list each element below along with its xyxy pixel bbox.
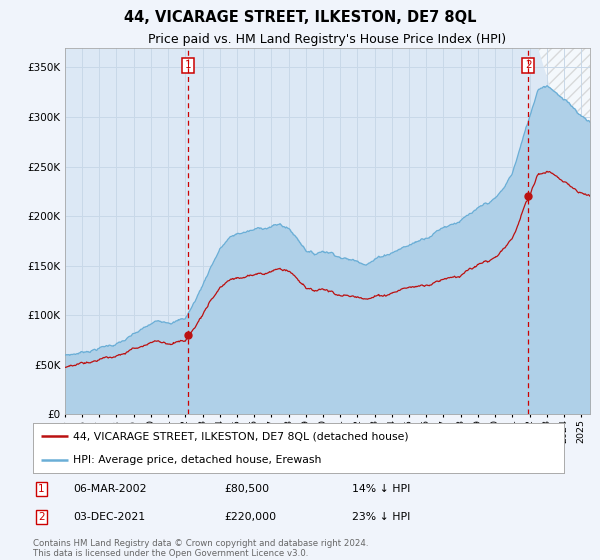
Text: 2: 2 bbox=[38, 512, 45, 522]
Text: £220,000: £220,000 bbox=[224, 512, 276, 522]
Text: 1: 1 bbox=[38, 484, 45, 494]
Text: 44, VICARAGE STREET, ILKESTON, DE7 8QL: 44, VICARAGE STREET, ILKESTON, DE7 8QL bbox=[124, 10, 476, 25]
Text: 44, VICARAGE STREET, ILKESTON, DE7 8QL (detached house): 44, VICARAGE STREET, ILKESTON, DE7 8QL (… bbox=[73, 431, 409, 441]
Text: 2: 2 bbox=[525, 60, 532, 71]
Text: £80,500: £80,500 bbox=[224, 484, 269, 494]
Title: Price paid vs. HM Land Registry's House Price Index (HPI): Price paid vs. HM Land Registry's House … bbox=[148, 34, 506, 46]
Text: This data is licensed under the Open Government Licence v3.0.: This data is licensed under the Open Gov… bbox=[33, 549, 308, 558]
Text: 23% ↓ HPI: 23% ↓ HPI bbox=[352, 512, 410, 522]
Text: 06-MAR-2002: 06-MAR-2002 bbox=[73, 484, 146, 494]
Text: 1: 1 bbox=[185, 60, 191, 71]
Text: 03-DEC-2021: 03-DEC-2021 bbox=[73, 512, 145, 522]
Text: 14% ↓ HPI: 14% ↓ HPI bbox=[352, 484, 410, 494]
Polygon shape bbox=[538, 48, 590, 216]
Text: Contains HM Land Registry data © Crown copyright and database right 2024.: Contains HM Land Registry data © Crown c… bbox=[33, 539, 368, 548]
Text: HPI: Average price, detached house, Erewash: HPI: Average price, detached house, Erew… bbox=[73, 455, 321, 465]
